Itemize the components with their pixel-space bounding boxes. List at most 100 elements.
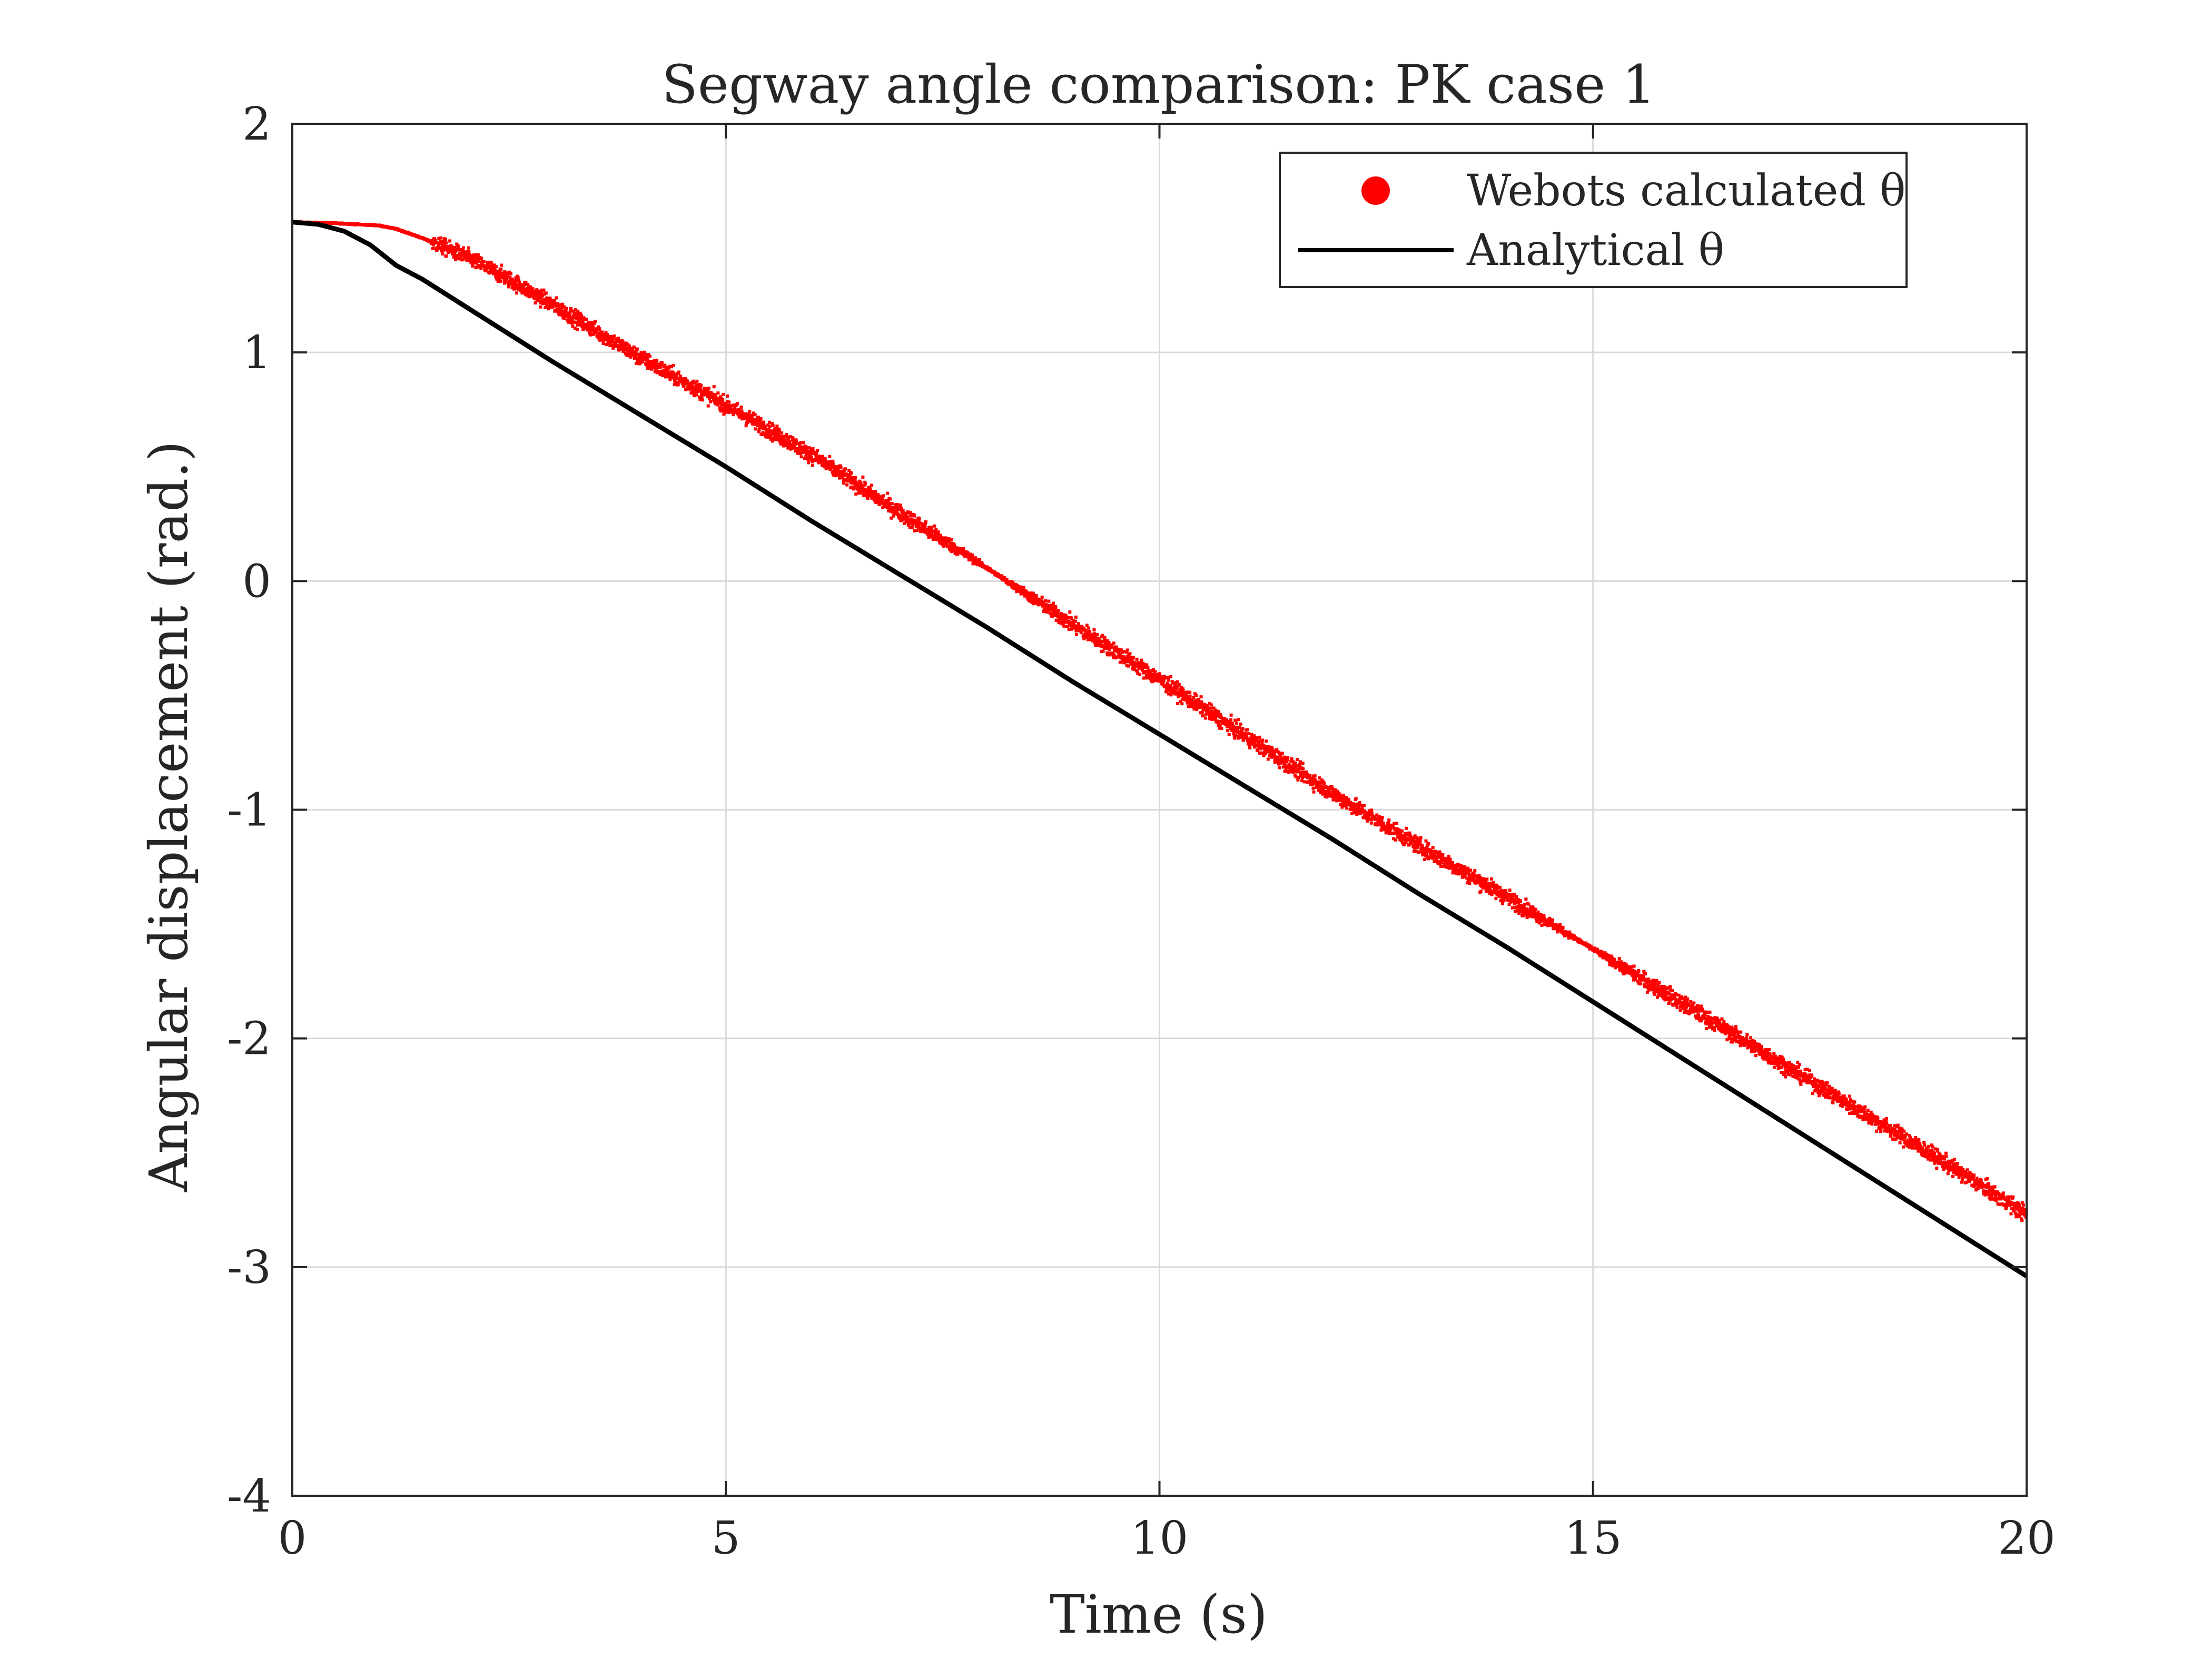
data-point-webots	[577, 317, 581, 320]
data-point-webots	[1451, 871, 1455, 875]
data-point-webots	[908, 526, 912, 529]
data-point-webots	[1198, 704, 1202, 708]
data-point-webots	[1041, 600, 1045, 604]
data-point-webots	[1524, 913, 1527, 916]
data-point-webots	[1467, 872, 1471, 876]
data-point-webots	[956, 551, 960, 555]
data-point-webots	[1486, 889, 1490, 893]
data-point-webots	[920, 527, 924, 530]
data-point-webots	[620, 343, 624, 347]
data-point-webots	[1460, 872, 1464, 875]
data-point-webots	[659, 362, 663, 366]
data-point-webots	[1715, 1023, 1719, 1026]
data-point-webots	[1009, 580, 1013, 584]
data-point-webots	[627, 352, 631, 356]
data-point-webots	[854, 492, 858, 496]
data-point-webots	[759, 417, 763, 421]
data-point-webots	[1209, 703, 1213, 707]
data-point-webots	[634, 355, 637, 359]
data-point-webots	[599, 330, 603, 334]
data-point-webots	[698, 398, 702, 401]
data-point-webots	[744, 412, 747, 416]
data-point-webots	[1070, 627, 1073, 631]
data-point-webots	[670, 373, 674, 377]
data-point-webots	[1475, 875, 1479, 878]
data-point-webots	[536, 299, 539, 302]
data-point-webots	[1671, 989, 1674, 993]
data-point-webots	[1708, 1010, 1712, 1014]
data-point-webots	[1696, 1009, 1700, 1013]
data-point-webots	[1726, 1029, 1730, 1032]
data-point-webots	[800, 445, 804, 449]
data-point-webots	[1305, 770, 1308, 774]
data-point-webots	[1512, 899, 1516, 903]
data-point-webots	[914, 519, 918, 523]
data-point-webots	[519, 283, 522, 287]
data-point-webots	[539, 301, 542, 305]
data-point-webots	[674, 382, 677, 386]
data-point-webots	[1190, 705, 1193, 708]
data-point-webots	[1127, 660, 1130, 664]
data-point-webots	[595, 330, 598, 333]
data-point-webots	[1235, 725, 1239, 729]
data-point-webots	[518, 281, 521, 284]
data-point-webots	[1595, 948, 1599, 952]
data-point-webots	[886, 491, 890, 495]
data-point-webots	[1355, 809, 1358, 813]
data-point-webots	[689, 387, 693, 390]
data-point-webots	[1608, 963, 1612, 966]
data-point-webots	[614, 342, 618, 345]
data-point-webots	[821, 455, 824, 458]
data-point-webots	[967, 558, 971, 562]
data-point-webots	[512, 287, 516, 291]
data-point-webots	[881, 497, 884, 501]
data-point-webots	[1682, 1007, 1686, 1011]
data-point-webots	[721, 407, 725, 410]
data-point-webots	[439, 242, 443, 245]
data-point-webots	[562, 317, 566, 320]
data-point-webots	[1384, 831, 1388, 835]
data-point-webots	[1427, 842, 1430, 846]
data-point-webots	[722, 393, 725, 397]
data-point-webots	[1366, 819, 1369, 823]
data-point-webots	[1174, 692, 1178, 696]
data-point-webots	[1445, 862, 1448, 865]
data-point-webots	[1005, 578, 1009, 581]
data-point-webots	[1292, 769, 1296, 773]
data-point-webots	[504, 279, 508, 283]
data-point-webots	[1537, 913, 1540, 917]
data-point-webots	[1218, 726, 1221, 730]
data-point-webots	[934, 532, 937, 536]
data-point-webots	[1273, 761, 1277, 764]
data-point-webots	[1209, 712, 1212, 715]
data-point-webots	[1490, 893, 1494, 896]
data-point-webots	[1162, 675, 1166, 678]
data-point-webots	[904, 512, 907, 516]
data-point-webots	[1347, 797, 1350, 801]
data-point-webots	[644, 363, 648, 367]
data-point-webots	[1531, 912, 1535, 916]
data-point-webots	[1356, 803, 1360, 806]
data-point-webots	[632, 345, 636, 349]
data-point-webots	[676, 383, 680, 387]
data-point-webots	[479, 266, 483, 270]
data-point-webots	[618, 340, 621, 343]
data-point-webots	[1643, 985, 1646, 989]
data-point-webots	[1312, 790, 1316, 794]
data-point-webots	[786, 446, 790, 450]
data-point-webots	[1425, 851, 1428, 855]
data-point-webots	[608, 340, 612, 344]
data-point-webots	[688, 381, 692, 385]
data-point-webots	[866, 497, 870, 500]
data-point-webots	[872, 498, 876, 502]
data-point-webots	[1134, 662, 1138, 666]
data-point-webots	[1466, 881, 1469, 885]
data-point-webots	[1233, 718, 1237, 722]
data-point-webots	[889, 509, 893, 513]
data-point-webots	[815, 458, 819, 462]
data-point-webots	[1093, 635, 1097, 639]
data-point-webots	[1463, 875, 1466, 879]
data-point-webots	[1469, 868, 1473, 872]
data-point-webots	[1482, 881, 1485, 885]
data-point-webots	[1704, 1020, 1707, 1024]
